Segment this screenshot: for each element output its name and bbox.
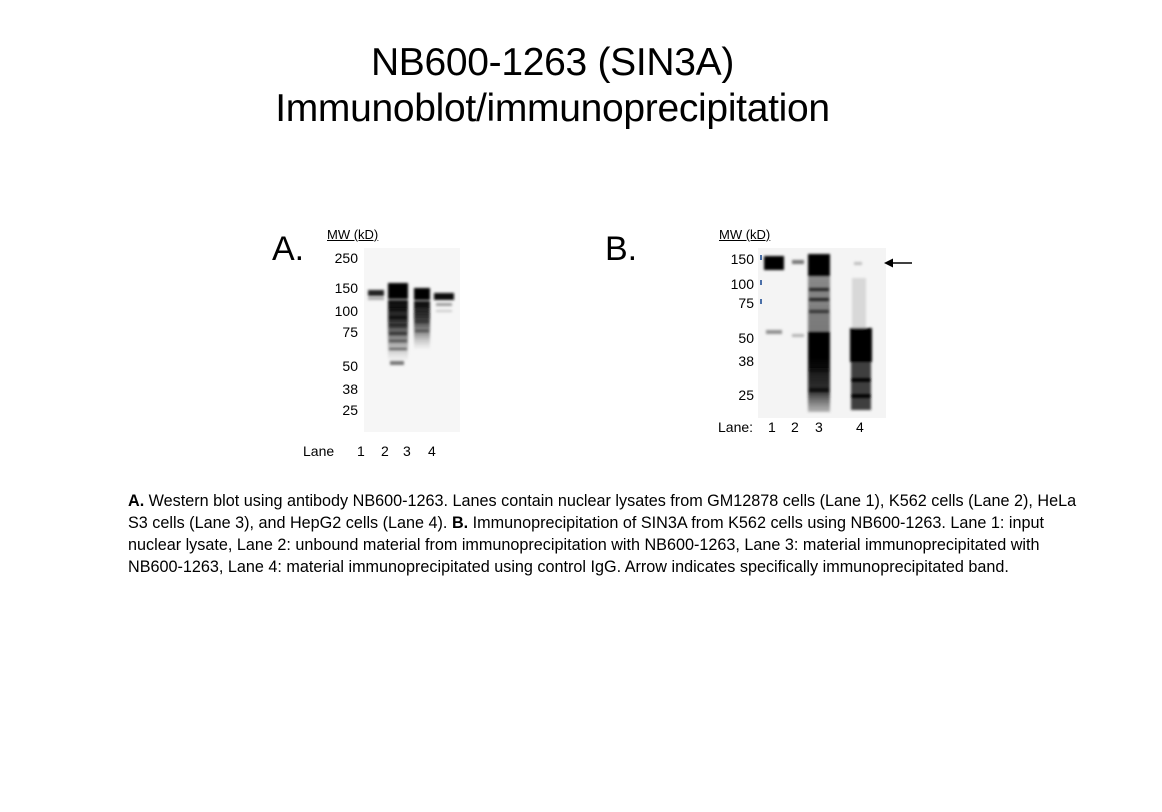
figure-caption: A. Western blot using antibody NB600-126… — [128, 490, 1088, 578]
panel-b-lane-number: 1 — [768, 419, 776, 435]
panel-a-letter: A. — [272, 230, 305, 268]
caption-b-text: Immunoprecipitation of SIN3A from K562 c… — [128, 514, 1045, 576]
panel-b-lane-number: 4 — [856, 419, 864, 435]
panel-b-mw-label: 75 — [738, 295, 754, 311]
panel-a-mw-label: 50 — [342, 358, 358, 374]
panel-a-mw-header: MW (kD) — [327, 227, 379, 242]
panel-b-lane-number: 3 — [815, 419, 823, 435]
panel-b-mw-header: MW (kD) — [719, 227, 771, 242]
panel-a-mw-label: 25 — [342, 402, 358, 418]
caption-a-label: A. — [128, 492, 145, 510]
panel-a-lane-number: 4 — [428, 443, 436, 459]
panel-a-lane-number: 2 — [381, 443, 389, 459]
caption-b-label: B. — [451, 514, 469, 532]
panel-b-lane-label: Lane: — [718, 419, 754, 435]
panel-a-lane-number: 1 — [357, 443, 365, 459]
panel-b-blot-image — [758, 248, 886, 418]
panel-a-mw-label: 150 — [334, 280, 358, 296]
panel-a-blot-image — [364, 248, 460, 432]
panel-a-mw-label: 75 — [342, 324, 358, 340]
arrow-left-icon — [884, 258, 912, 268]
panel-b-mw-label: 38 — [738, 353, 754, 369]
panel-a-lane-number: 3 — [403, 443, 411, 459]
panel-b-mw-label: 100 — [730, 276, 754, 292]
panel-a-mw-label: 250 — [334, 250, 358, 266]
panel-a-lane-label: Lane — [303, 443, 335, 459]
panel-a-mw-label: 100 — [334, 303, 358, 319]
panel-a-mw-label: 38 — [342, 381, 358, 397]
panel-b-mw-label: 50 — [738, 330, 754, 346]
page-title: NB600-1263 (SIN3A) — [370, 41, 735, 84]
panel-b-mw-label: 25 — [738, 387, 754, 403]
page-subtitle: Immunoblot/immunoprecipitation — [275, 87, 830, 130]
caption-a-text: Western blot using antibody NB600-1263. … — [128, 492, 1077, 532]
panel-b-mw-label: 150 — [730, 251, 754, 267]
panel-b-letter: B. — [605, 230, 638, 268]
panel-b-lane-number: 2 — [791, 419, 799, 435]
